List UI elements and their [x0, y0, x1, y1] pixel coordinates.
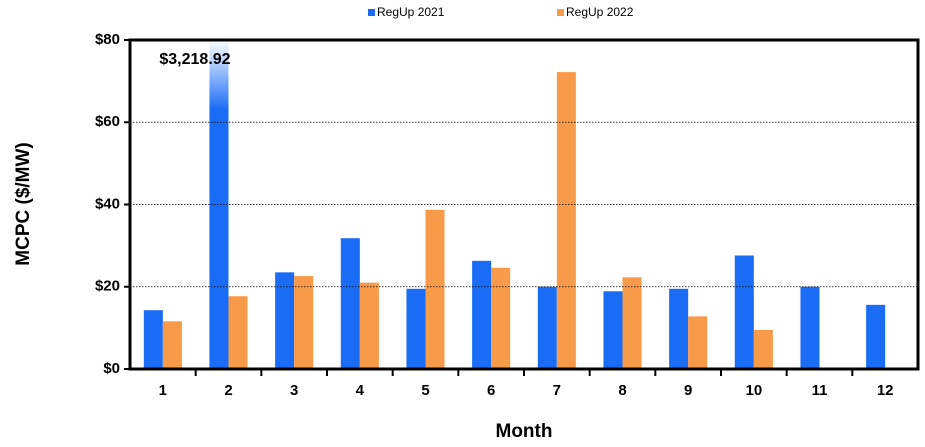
- legend-swatch: [368, 9, 375, 16]
- bar: [603, 291, 623, 369]
- x-tick-label: 11: [812, 382, 828, 399]
- bar: [294, 276, 314, 369]
- x-tick-label: 12: [877, 382, 894, 399]
- bar: [622, 277, 642, 369]
- bar: [340, 238, 360, 369]
- data-label: $3,218.92: [159, 51, 230, 68]
- y-tick-label: $20: [95, 278, 120, 295]
- y-tick-label: $0: [103, 360, 120, 377]
- x-tick-label: 9: [684, 382, 692, 399]
- x-tick-label: 8: [618, 382, 626, 399]
- y-tick-label: $40: [95, 195, 120, 212]
- bar: [359, 282, 379, 369]
- bar: [866, 304, 886, 369]
- bar: [537, 286, 557, 369]
- x-axis-label: Month: [496, 421, 553, 442]
- bar: [425, 209, 445, 369]
- y-tick-label: $80: [95, 31, 120, 48]
- plot-border: [128, 38, 920, 371]
- bar: [228, 296, 248, 369]
- x-tick-label: 6: [487, 382, 495, 399]
- bar: [753, 329, 773, 369]
- legend-label: RegUp 2021: [377, 5, 445, 19]
- x-tick-label: 2: [224, 382, 232, 399]
- bar: [406, 288, 426, 369]
- legend-label: RegUp 2022: [566, 5, 634, 19]
- bar: [162, 321, 182, 369]
- x-tick-label: 5: [421, 382, 429, 399]
- bar: [472, 260, 492, 369]
- y-axis-label: MCPC ($/MW): [13, 142, 34, 265]
- x-tick-label: 10: [745, 382, 762, 399]
- legend-swatch: [557, 9, 564, 16]
- x-tick-label: 1: [159, 382, 167, 399]
- bar: [275, 272, 295, 369]
- bar: [491, 267, 511, 369]
- bar: [143, 310, 163, 369]
- x-tick-label: 4: [356, 382, 365, 399]
- y-tick-label: $60: [95, 113, 120, 130]
- bar: [800, 286, 820, 369]
- bar: [556, 72, 576, 369]
- plot-area: [143, 40, 886, 369]
- bar: [734, 255, 754, 369]
- bar: [669, 288, 689, 369]
- x-tick-label: 7: [553, 382, 561, 399]
- bar: [688, 316, 708, 369]
- x-tick-label: 3: [290, 382, 298, 399]
